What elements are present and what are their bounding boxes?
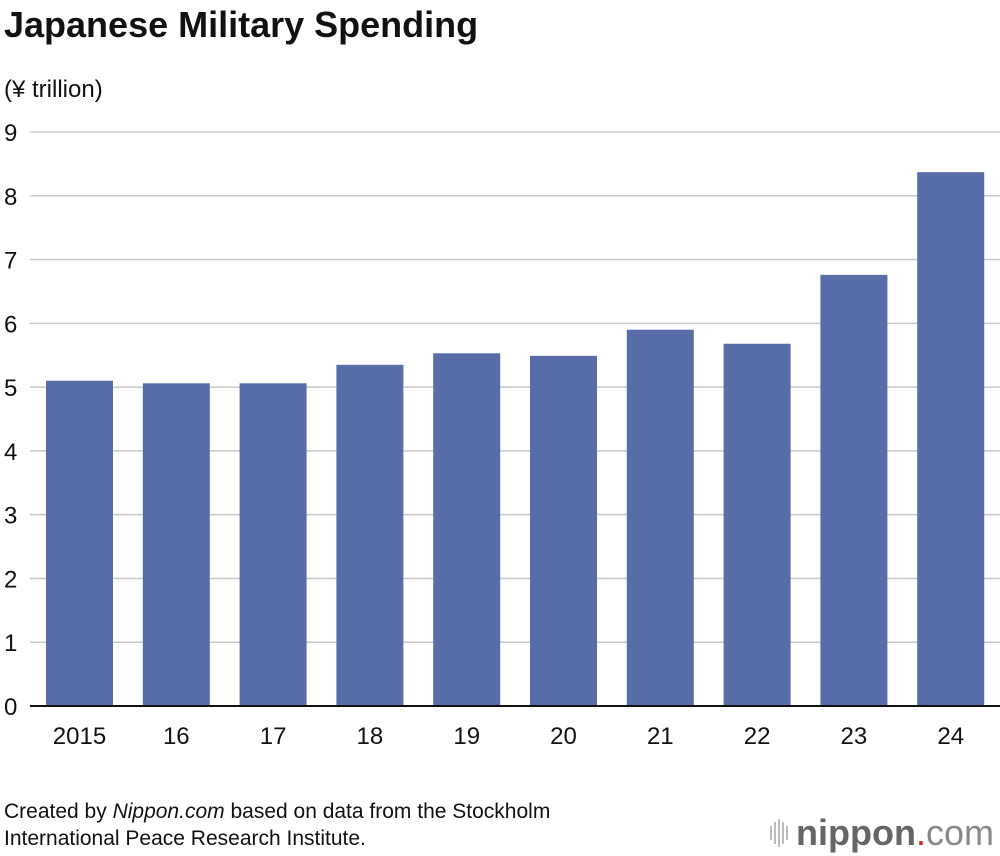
bar-16 (142, 383, 210, 706)
x-tick-label: 23 (841, 723, 868, 750)
bar-18 (336, 364, 404, 706)
y-tick-label: 1 (4, 630, 17, 657)
y-axis-label: (¥ trillion) (4, 76, 103, 103)
y-tick-label: 7 (4, 248, 17, 275)
x-tick-label: 2015 (53, 723, 106, 750)
logo-name: nippon (796, 812, 916, 853)
y-tick-label: 0 (4, 694, 17, 721)
y-tick-label: 8 (4, 184, 17, 211)
y-tick-label: 3 (4, 503, 17, 530)
x-tick-label: 16 (163, 723, 190, 750)
x-tick-label: 22 (744, 723, 771, 750)
logo-sound-icon (770, 819, 788, 847)
y-tick-label: 4 (4, 439, 17, 466)
logo-suffix: com (925, 812, 994, 853)
note-text: Created by (4, 800, 113, 823)
bar-24 (917, 172, 985, 706)
bar-20 (530, 355, 597, 706)
note-text-2: based on data from the Stockholm (224, 800, 551, 823)
x-tick-label: 19 (453, 723, 480, 750)
x-tick-label: 24 (937, 723, 964, 750)
y-tick-label: 6 (4, 311, 17, 338)
note-source: Nippon.com (112, 800, 225, 823)
bar-19 (433, 353, 501, 706)
x-tick-label: 18 (357, 723, 384, 750)
chart-title: Japanese Military Spending (4, 4, 479, 45)
y-tick-label: 9 (4, 120, 17, 147)
y-tick-label: 5 (4, 375, 17, 402)
note-text-3: International Peace Research Institute. (4, 827, 366, 850)
nippon-logo: nippon. com (770, 812, 994, 854)
x-tick-label: 17 (260, 723, 287, 750)
bar-21 (626, 329, 694, 706)
logo-dot: . (915, 812, 926, 853)
bar-22 (723, 343, 791, 706)
bar-23 (820, 274, 888, 706)
bar-2015 (46, 380, 113, 706)
source-note: Created by Nippon.com based on data from… (4, 798, 550, 852)
x-tick-label: 20 (550, 723, 577, 750)
y-tick-label: 2 (4, 566, 17, 593)
x-tick-label: 21 (647, 723, 674, 750)
bar-17 (239, 383, 307, 706)
